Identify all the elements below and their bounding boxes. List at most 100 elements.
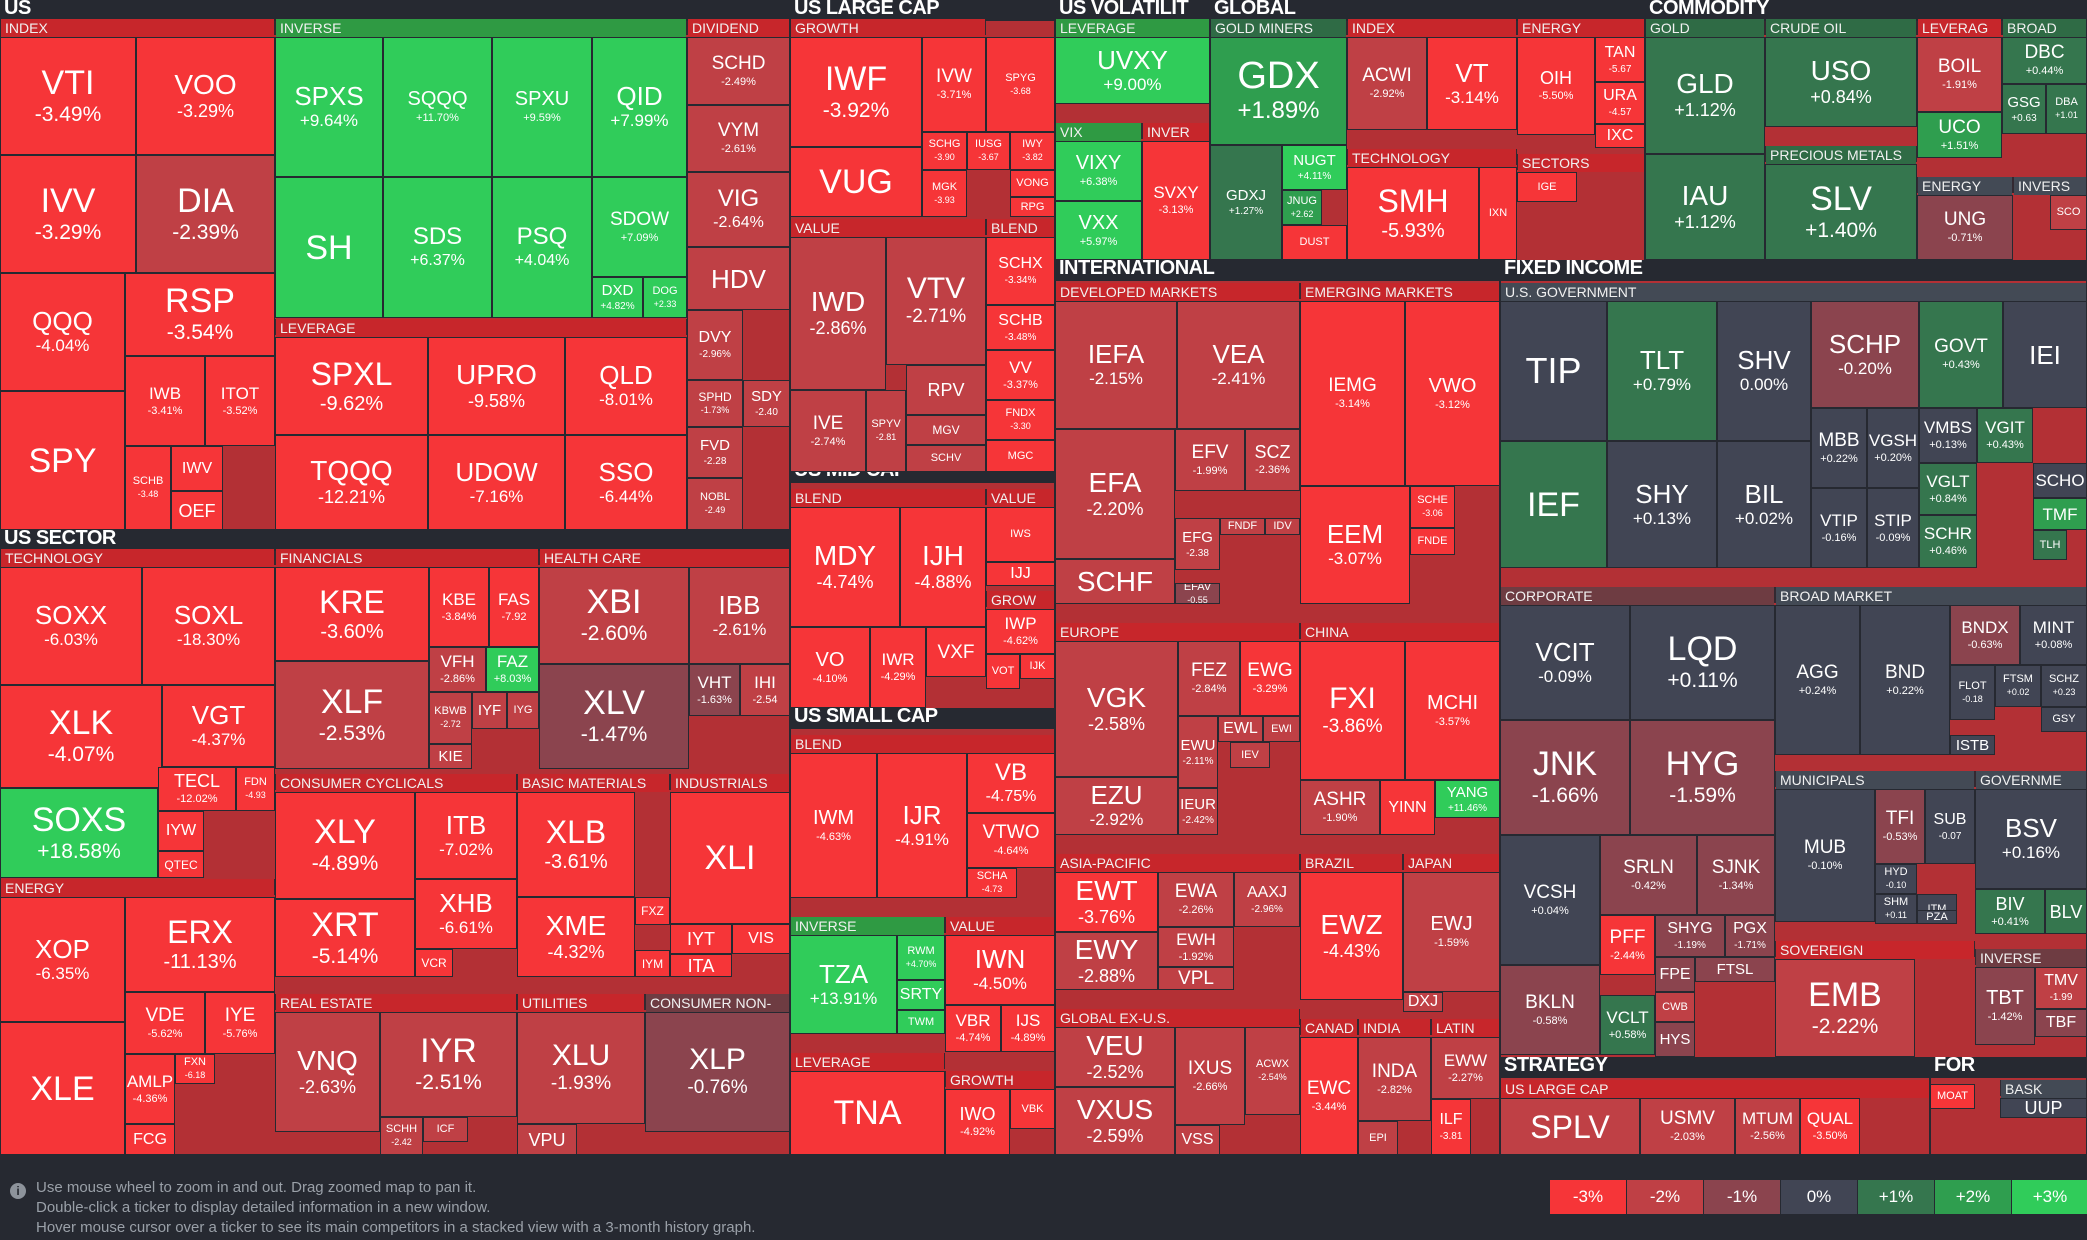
ticker-boil[interactable]: BOIL -1.91% [1917, 37, 2002, 112]
ticker-ura[interactable]: URA -4.57 [1595, 82, 1645, 124]
ticker-iwv[interactable]: IWV [171, 446, 223, 491]
ticker-gld[interactable]: GLD +1.12% [1645, 37, 1765, 154]
ticker-ive[interactable]: IVE -2.74% [790, 390, 866, 472]
ticker-xlb[interactable]: XLB -3.61% [517, 792, 635, 897]
ticker-yang[interactable]: YANG +11.46% [1435, 780, 1500, 818]
ticker-dia[interactable]: DIA -2.39% [136, 155, 275, 273]
ticker-vfh[interactable]: VFH -2.86% [429, 647, 486, 692]
ticker-oih[interactable]: OIH -5.50% [1517, 37, 1595, 135]
ticker-dbc[interactable]: DBC +0.44% [2002, 37, 2087, 84]
ticker-cwb[interactable]: CWB [1655, 992, 1695, 1022]
ticker-ihi[interactable]: IHI -2.54 [740, 664, 790, 716]
ticker-vcit[interactable]: VCIT -0.09% [1500, 605, 1630, 720]
ticker-bkln[interactable]: BKLN -0.58% [1500, 965, 1600, 1055]
ticker-svxy[interactable]: SVXY -3.13% [1142, 141, 1210, 260]
ticker-schd[interactable]: SCHD -2.49% [687, 37, 790, 105]
ticker-vtwo[interactable]: VTWO -4.64% [967, 813, 1055, 868]
ticker-sqqq[interactable]: SQQQ +11.70% [383, 37, 492, 177]
ticker-vclt[interactable]: VCLT +0.58% [1600, 995, 1655, 1055]
ticker-fdn[interactable]: FDN -4.93 [236, 767, 275, 811]
ticker-soxs[interactable]: SOXS +18.58% [0, 788, 158, 878]
ticker-stip[interactable]: STIP -0.09% [1867, 488, 1919, 568]
ticker-ilf[interactable]: ILF -3.81 [1431, 1099, 1471, 1155]
ticker-ewa[interactable]: EWA -2.26% [1158, 872, 1234, 927]
ticker-vtv[interactable]: VTV -2.71% [886, 237, 986, 365]
ticker-scha[interactable]: SCHA -4.73 [967, 868, 1017, 898]
ticker-rpv[interactable]: RPV [906, 365, 986, 415]
ticker-schb[interactable]: SCHB -3.48% [986, 305, 1055, 350]
ticker-xlp[interactable]: XLP -0.76% [645, 1012, 790, 1132]
ticker-iye[interactable]: IYE -5.76% [205, 992, 275, 1054]
ticker-idv[interactable]: IDV [1265, 518, 1300, 535]
ticker-aaxj[interactable]: AAXJ -2.96% [1234, 872, 1300, 927]
ticker-mbb[interactable]: MBB +0.22% [1811, 408, 1867, 488]
ticker-ijs[interactable]: IJS -4.89% [1001, 1005, 1055, 1052]
ticker-uvxy[interactable]: UVXY +9.00% [1055, 37, 1210, 104]
ticker-schv[interactable]: SCHV [906, 445, 986, 472]
ticker-ijk[interactable]: IJK [1020, 654, 1055, 679]
ticker-iyg[interactable]: IYG [507, 692, 539, 729]
ticker-ewi[interactable]: EWI [1263, 716, 1300, 742]
ticker-fcg[interactable]: FCG [125, 1124, 175, 1155]
ticker-tmv[interactable]: TMV -1.99 [2035, 967, 2087, 1009]
ticker-dvy[interactable]: DVY -2.96% [687, 310, 743, 380]
ticker-ixn[interactable]: IXN [1479, 167, 1517, 260]
ticker-schh[interactable]: SCHH -2.42 [380, 1117, 423, 1155]
ticker-mgc[interactable]: MGC [986, 440, 1055, 472]
ticker-uco[interactable]: UCO +1.51% [1917, 112, 2002, 158]
ticker-ewl[interactable]: EWL [1218, 716, 1263, 742]
ticker-sjnk[interactable]: SJNK -1.34% [1697, 835, 1775, 915]
ticker-pgx[interactable]: PGX -1.71% [1725, 915, 1775, 957]
ticker-bil[interactable]: BIL +0.02% [1717, 441, 1811, 568]
ticker-iau[interactable]: IAU +1.12% [1645, 154, 1765, 260]
ticker-eem[interactable]: EEM -3.07% [1300, 486, 1410, 604]
ticker-sdow[interactable]: SDOW +7.09% [592, 177, 687, 277]
ticker-ewj[interactable]: EWJ -1.59% [1403, 872, 1500, 992]
ticker-ewc[interactable]: EWC -3.44% [1300, 1037, 1358, 1155]
ticker-fndf[interactable]: FNDF [1220, 518, 1265, 535]
ticker-rwm[interactable]: RWM +4.70% [897, 935, 945, 980]
ticker-ftsl[interactable]: FTSL [1695, 957, 1775, 982]
ticker-qid[interactable]: QID +7.99% [592, 37, 687, 177]
ticker-iwn[interactable]: IWN -4.50% [945, 935, 1055, 1005]
ticker-biv[interactable]: BIV +0.41% [1975, 889, 2045, 934]
ticker-amlp[interactable]: AMLP -4.36% [125, 1054, 175, 1124]
ticker-shyg[interactable]: SHYG -1.19% [1655, 915, 1725, 957]
ticker-fez[interactable]: FEZ -2.84% [1178, 641, 1240, 716]
ticker-tip[interactable]: TIP [1500, 301, 1607, 441]
ticker-itb[interactable]: ITB -7.02% [415, 792, 517, 879]
ticker-iwo[interactable]: IWO -4.92% [945, 1089, 1010, 1155]
ticker-dust[interactable]: DUST [1282, 225, 1347, 260]
ticker-spxl[interactable]: SPXL -9.62% [275, 337, 428, 435]
ticker-dog[interactable]: DOG +2.33 [643, 277, 687, 318]
ticker-inda[interactable]: INDA -2.82% [1358, 1037, 1431, 1121]
ticker-schf[interactable]: SCHF [1055, 559, 1175, 604]
ticker-vxx[interactable]: VXX +5.97% [1055, 201, 1142, 260]
ticker-vpl[interactable]: VPL [1158, 967, 1234, 990]
ticker-slv[interactable]: SLV +1.40% [1765, 164, 1917, 260]
ticker-iwr[interactable]: IWR -4.29% [870, 627, 926, 708]
ticker-spyg[interactable]: SPYG -3.68 [986, 37, 1055, 132]
ticker-itot[interactable]: ITOT -3.52% [205, 356, 275, 446]
ticker-ixus[interactable]: IXUS -2.66% [1175, 1027, 1245, 1125]
ticker-gdxj[interactable]: GDXJ +1.27% [1210, 145, 1282, 260]
ticker-iei[interactable]: IEI [2003, 301, 2087, 408]
ticker-oef[interactable]: OEF [171, 491, 223, 530]
ticker-tza[interactable]: TZA +13.91% [790, 935, 897, 1034]
ticker-dxd[interactable]: DXD +4.82% [592, 277, 643, 318]
ticker-xlf[interactable]: XLF -2.53% [275, 661, 429, 769]
ticker-vglt[interactable]: VGLT +0.84% [1919, 463, 1977, 515]
ticker-bsv[interactable]: BSV +0.16% [1975, 789, 2087, 889]
ticker-ezu[interactable]: EZU -2.92% [1055, 777, 1178, 835]
ticker-ijh[interactable]: IJH -4.88% [900, 507, 986, 627]
ticker-vong[interactable]: VONG [1010, 170, 1055, 197]
ticker-icf[interactable]: ICF [423, 1117, 468, 1142]
ticker-spxu[interactable]: SPXU +9.59% [492, 37, 592, 177]
ticker-upro[interactable]: UPRO -9.58% [428, 337, 565, 435]
ticker-spxs[interactable]: SPXS +9.64% [275, 37, 383, 177]
ticker-vnq[interactable]: VNQ -2.63% [275, 1012, 380, 1132]
ticker-ewu[interactable]: EWU -2.11% [1178, 716, 1218, 788]
ticker-vmbs[interactable]: VMBS +0.13% [1919, 408, 1977, 463]
ticker-ige[interactable]: IGE [1517, 172, 1577, 202]
ticker-sds[interactable]: SDS +6.37% [383, 177, 492, 318]
